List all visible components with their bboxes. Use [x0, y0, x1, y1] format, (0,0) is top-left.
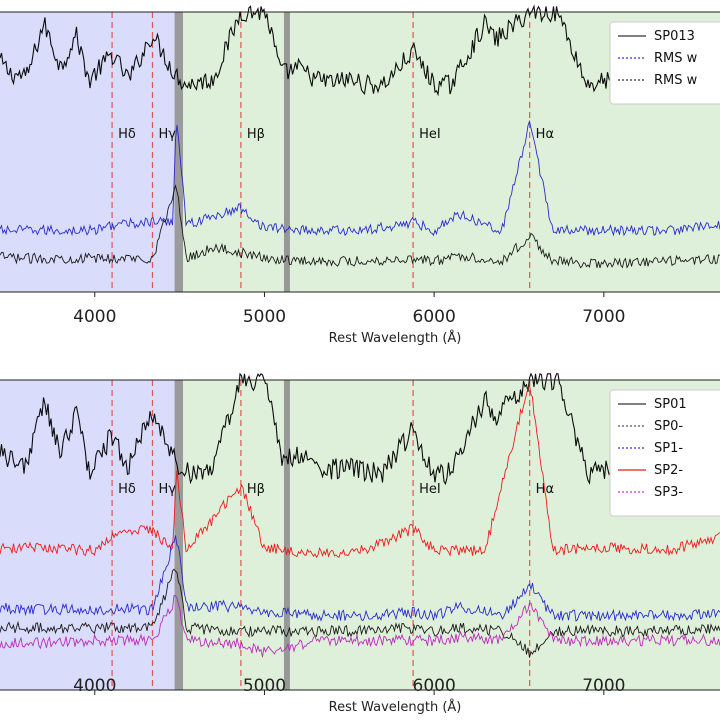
legend-entry: SP2- — [654, 463, 683, 478]
emission-line-label: Hα — [536, 127, 554, 142]
emission-line-label: Hγ — [158, 482, 176, 497]
emission-line-label: Hβ — [247, 127, 265, 142]
x-tick-label: 5000 — [243, 676, 286, 696]
x-tick-label: 4000 — [73, 307, 116, 327]
top-panel: Hδ Hγ Hβ HeI Hα 4000 5000 6000 7000 Rest Waveleng… — [0, 4, 720, 346]
legend-entry: RMS w — [654, 73, 698, 88]
shaded-region — [0, 380, 175, 690]
spectrum-series — [0, 119, 720, 237]
spectrum-series — [0, 372, 720, 486]
masked-band — [174, 380, 184, 690]
x-tick-label: 7000 — [582, 676, 625, 696]
x-tick-label: 5000 — [243, 307, 286, 327]
emission-line-label: Hγ — [158, 127, 176, 142]
spectrum-series — [0, 568, 720, 658]
x-tick-label: 6000 — [413, 676, 456, 696]
masked-band — [283, 380, 290, 690]
legend-entry: SP3- — [654, 485, 683, 500]
spectrum-series — [0, 184, 720, 269]
legend-entry: SP0- — [654, 419, 683, 434]
legend-box — [609, 21, 720, 105]
x-axis-label: Rest Wavelength (Å) — [329, 699, 462, 715]
legend-box — [609, 389, 720, 517]
legend-entry: SP013 — [654, 29, 695, 44]
legend-entry: RMS w — [654, 51, 698, 66]
shaded-region — [0, 12, 175, 292]
spectrum-series — [0, 535, 720, 622]
x-tick-label: 6000 — [413, 307, 456, 327]
x-axis-label: Rest Wavelength (Å) — [329, 330, 462, 346]
spectrum-series — [0, 4, 720, 97]
emission-line-label: Hδ — [118, 482, 136, 497]
x-tick-label: 7000 — [582, 307, 625, 327]
x-tick-label: 4000 — [73, 676, 116, 696]
emission-line-label: Hδ — [118, 127, 136, 142]
spectrum-series — [0, 595, 720, 658]
legend-entry: SP01 — [654, 397, 687, 412]
emission-line-label: HeI — [419, 482, 441, 497]
emission-line-label: HeI — [419, 127, 441, 142]
spectrum-series — [0, 383, 720, 559]
masked-band — [283, 12, 290, 292]
emission-line-label: Hβ — [247, 482, 265, 497]
legend-entry: SP1- — [654, 441, 683, 456]
masked-band — [174, 12, 184, 292]
